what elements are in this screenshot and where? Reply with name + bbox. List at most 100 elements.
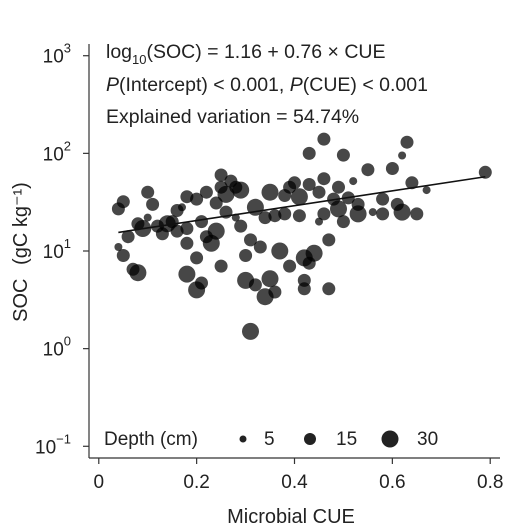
y-axis-title-group: SOC (gC kg⁻¹) — [10, 182, 32, 322]
data-point — [242, 322, 259, 340]
data-point — [312, 185, 326, 199]
y-tick-label: 100 — [43, 334, 71, 361]
equation-log-base: 10 — [132, 52, 146, 67]
explained-variation-text: Explained variation = 54.74% — [106, 106, 359, 128]
data-point — [214, 259, 228, 273]
data-point — [361, 163, 375, 177]
y-ticks: 10−1 100 101 102 103 — [35, 41, 89, 458]
data-point — [180, 236, 194, 250]
legend-marker-15 — [304, 433, 316, 445]
data-point — [253, 240, 267, 254]
x-tick-label: 0.8 — [477, 472, 503, 493]
data-point — [278, 207, 292, 221]
data-point — [398, 151, 407, 160]
pvalue-cue: (CUE) < 0.001 — [303, 74, 428, 96]
equation-rest: (SOC) = 1.16 + 0.76 × CUE — [147, 41, 386, 63]
data-point — [114, 243, 123, 251]
data-point — [283, 259, 297, 273]
equation-text: log10(SOC) = 1.16 + 0.76 × CUE — [106, 41, 386, 67]
data-point — [305, 244, 323, 262]
data-point — [349, 177, 358, 186]
data-point — [317, 172, 331, 186]
data-point — [336, 215, 350, 229]
regression-line — [118, 175, 486, 234]
legend-label-5: 5 — [264, 429, 275, 450]
y-axis-title: SOC (gC kg⁻¹) — [10, 182, 32, 322]
data-point — [322, 282, 336, 296]
data-point — [336, 148, 350, 162]
data-point — [129, 264, 147, 282]
y-tick-label: 101 — [43, 236, 71, 263]
data-point — [258, 211, 272, 225]
data-point — [288, 176, 301, 190]
data-point — [178, 203, 186, 212]
data-point — [271, 242, 289, 260]
data-point — [141, 185, 155, 199]
data-point — [405, 176, 419, 190]
x-tick-label: 0 — [93, 472, 104, 493]
data-point — [292, 209, 306, 223]
data-point — [180, 222, 194, 235]
x-tick-label: 0.2 — [183, 472, 209, 493]
x-tick-label: 0.4 — [281, 472, 308, 493]
legend-marker-5 — [239, 435, 247, 443]
data-point — [178, 265, 196, 283]
data-point — [232, 181, 250, 199]
equation-log: log — [106, 41, 132, 63]
data-point — [332, 180, 345, 194]
data-point — [248, 278, 262, 292]
data-point — [199, 185, 213, 199]
x-ticks: 0 0.2 0.4 0.6 0.8 — [93, 458, 503, 493]
pvalue-p2: P — [290, 74, 303, 96]
data-point — [261, 183, 279, 201]
legend-marker-30 — [381, 430, 399, 448]
data-point — [368, 208, 377, 217]
data-points — [111, 132, 492, 340]
data-point — [170, 224, 184, 238]
legend-title: Depth (cm) — [104, 429, 198, 450]
y-axis-title-unit: (gC kg⁻¹) — [10, 182, 32, 265]
data-point — [376, 207, 390, 221]
y-tick-label: 10−1 — [35, 431, 71, 458]
data-point — [317, 207, 331, 221]
y-axis-title-main: SOC — [10, 279, 32, 322]
pvalue-text: P(Intercept) < 0.001, P(CUE) < 0.001 — [106, 74, 428, 96]
data-point — [422, 186, 431, 195]
pvalue-intercept: (Intercept) < 0.001, — [119, 74, 290, 96]
data-point — [116, 195, 130, 209]
data-point — [268, 209, 282, 223]
annotations: log10(SOC) = 1.16 + 0.76 × CUE P(Interce… — [106, 41, 428, 128]
data-point — [410, 207, 424, 221]
data-point — [195, 215, 208, 229]
data-point — [116, 249, 130, 262]
legend-label-30: 30 — [417, 429, 438, 450]
x-tick-label: 0.6 — [379, 472, 405, 493]
data-point — [400, 135, 414, 149]
data-point — [146, 197, 160, 211]
legend-label-15: 15 — [336, 429, 357, 450]
x-axis-title: Microbial CUE — [227, 506, 355, 527]
data-point — [214, 168, 228, 182]
data-point — [121, 230, 135, 244]
data-point — [302, 146, 316, 160]
data-point — [143, 213, 152, 222]
data-point — [190, 251, 204, 265]
data-point — [190, 192, 204, 206]
data-point — [244, 233, 257, 247]
data-point — [234, 219, 248, 233]
data-point — [297, 282, 311, 296]
data-point — [376, 192, 390, 206]
data-point — [330, 200, 347, 218]
data-point — [180, 190, 194, 204]
data-point — [207, 222, 225, 240]
y-tick-label: 103 — [43, 41, 71, 68]
data-point — [268, 285, 282, 299]
data-point — [317, 132, 331, 146]
data-point — [188, 281, 206, 299]
data-point — [290, 188, 308, 206]
data-point — [349, 205, 367, 223]
data-point — [393, 203, 411, 221]
pvalue-p1: P — [106, 74, 119, 96]
data-point — [239, 249, 253, 262]
